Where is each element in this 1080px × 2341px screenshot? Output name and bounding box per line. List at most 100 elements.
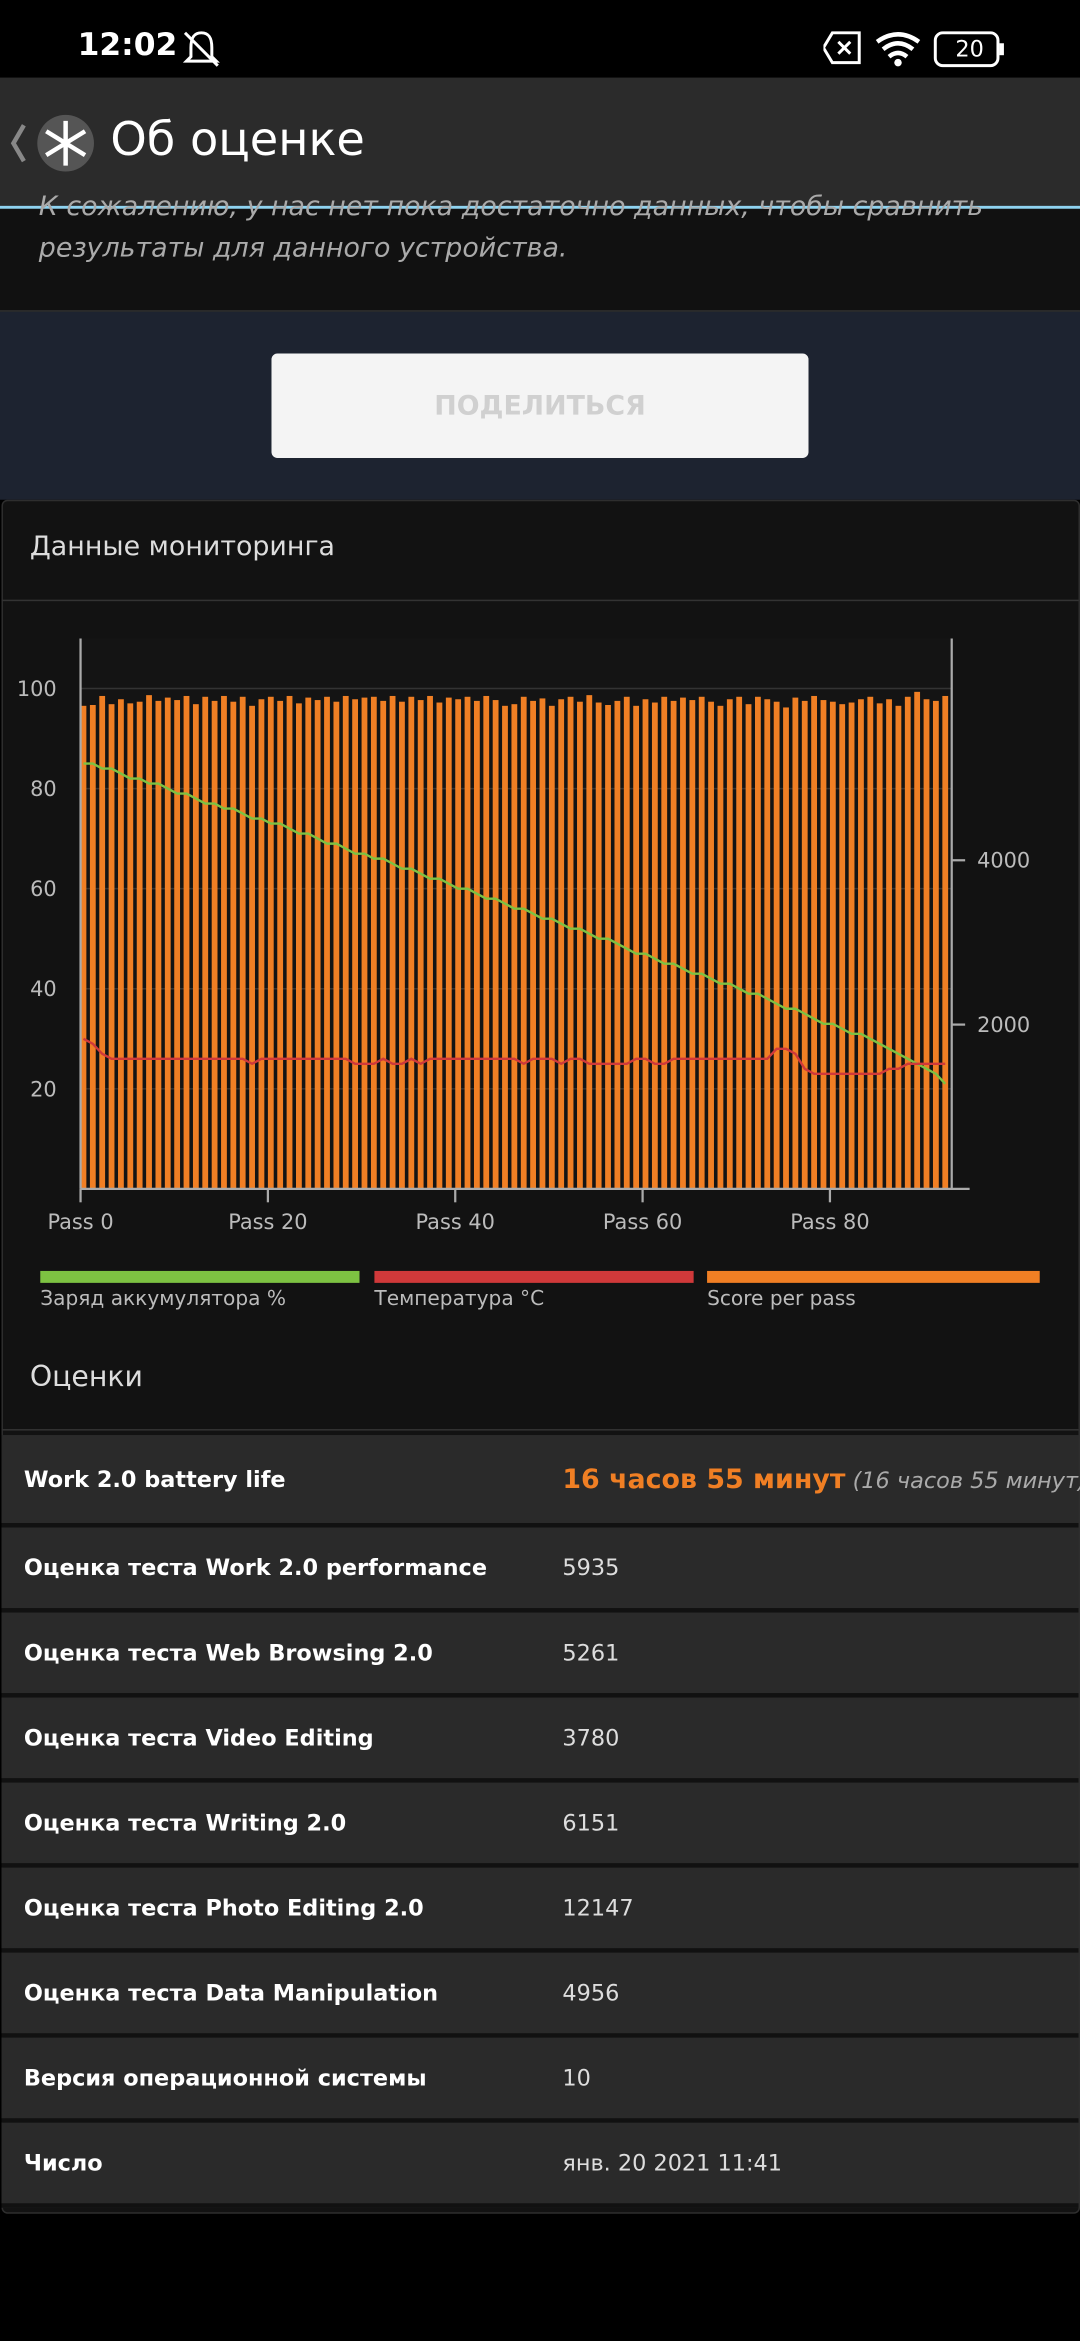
series-line <box>82 1037 946 1076</box>
score-bar <box>342 695 349 1189</box>
score-bar <box>427 695 433 1189</box>
score-bar <box>867 696 874 1189</box>
score-row: Число янв. 20 2021 11:41 <box>1 2122 1079 2208</box>
score-label: Оценка теста Video Editing <box>23 1724 374 1752</box>
battery-life: 16 часов 55 минут <box>562 1463 846 1495</box>
score-bar <box>380 700 387 1189</box>
score-bar <box>848 702 855 1189</box>
score-bar <box>530 700 536 1189</box>
legend-swatch <box>707 1270 1040 1283</box>
score-bar <box>174 700 181 1189</box>
score-bar <box>314 700 321 1189</box>
score-bar <box>577 701 583 1189</box>
y-tick-label: 80 <box>30 777 57 801</box>
score-bar <box>895 705 902 1189</box>
y-tick-label: 20 <box>30 1077 57 1101</box>
y-tick-label: 60 <box>30 877 57 901</box>
notice-text: результаты для данного устройства. <box>38 232 568 265</box>
score-label: Оценка теста Web Browsing 2.0 <box>23 1639 433 1667</box>
score-bar <box>473 700 480 1189</box>
score-bar <box>820 700 827 1189</box>
notice-text: К сожалению, у нас нет пока достаточно д… <box>38 190 984 223</box>
score-bar <box>642 699 649 1189</box>
score-bar <box>155 700 162 1189</box>
score-bar <box>399 701 405 1189</box>
x-tick-label: Pass 80 <box>790 1210 869 1234</box>
separator <box>1 1429 1079 1431</box>
score-bar <box>492 700 499 1189</box>
score-bar <box>352 699 359 1189</box>
score-bar <box>146 695 152 1189</box>
score-bar <box>661 696 668 1189</box>
score-bar <box>829 701 836 1189</box>
score-bar <box>417 700 424 1189</box>
status-icons: 20 <box>823 31 1004 68</box>
score-bar <box>99 695 106 1189</box>
score-bar <box>455 699 462 1189</box>
app-bar: Об оценке <box>0 77 1080 209</box>
score-bar <box>651 702 658 1189</box>
score-bar <box>539 698 546 1189</box>
score-label: Оценка теста Data Manipulation <box>23 1979 439 2007</box>
x-tick-label: Pass 20 <box>228 1210 307 1234</box>
back-button[interactable] <box>6 113 98 179</box>
score-bar <box>389 695 396 1189</box>
score-bar <box>164 697 171 1189</box>
score-bar <box>605 704 611 1189</box>
score-bar <box>764 699 771 1189</box>
score-bar <box>324 696 330 1189</box>
score-bar <box>249 705 255 1189</box>
score-bar <box>108 704 115 1189</box>
separator <box>1 599 1079 602</box>
score-label: Версия операционной системы <box>23 2064 427 2092</box>
score-bar <box>680 697 686 1189</box>
score-label: Оценка теста Work 2.0 performance <box>23 1554 487 1582</box>
score-bar <box>886 699 892 1189</box>
score-bar <box>286 695 293 1189</box>
score-bar <box>932 700 939 1189</box>
monitoring-chart: 20 40 60 80 100 2000 4000 Pass 0 Pass 20 Pass 40 P… <box>17 638 1040 1310</box>
score-bar <box>876 703 883 1189</box>
score-bar <box>858 699 864 1189</box>
score-bar <box>370 696 377 1189</box>
score-bar <box>333 701 340 1189</box>
score-bar <box>623 696 630 1189</box>
y2-tick-label: 4000 <box>977 849 1030 873</box>
score-bar <box>792 697 799 1189</box>
battery-life-detail: (16 часов 55 минут) <box>852 1466 1080 1494</box>
score-bar <box>483 695 490 1189</box>
score-bar <box>811 695 818 1189</box>
score-bar <box>511 704 518 1189</box>
score-label: Work 2.0 battery life <box>23 1465 286 1493</box>
score-bar <box>305 697 312 1189</box>
battery-level: 20 <box>955 37 983 63</box>
score-bar <box>202 696 209 1189</box>
score-bar <box>136 701 143 1189</box>
x-tick-label: Pass 0 <box>47 1210 113 1234</box>
score-value: 16 часов 55 минут (16 часов 55 минут) <box>562 1463 1080 1494</box>
legend-label: Score per pass <box>707 1286 856 1310</box>
scores-table: Work 2.0 battery life 16 часов 55 минут (… <box>1 1435 1080 2208</box>
series-line <box>83 762 947 1085</box>
score-value: 6151 <box>562 1809 620 1837</box>
clock: 12:02 <box>77 26 178 63</box>
score-bar <box>839 704 846 1189</box>
score-bar <box>942 695 949 1189</box>
score-value: 5935 <box>562 1554 620 1582</box>
score-bar <box>221 695 227 1189</box>
score-label: Оценка теста Writing 2.0 <box>23 1809 347 1837</box>
score-value: 12147 <box>562 1894 634 1922</box>
x-tick-label: Pass 60 <box>603 1210 682 1234</box>
score-row: Оценка теста Writing 2.0 6151 <box>1 1782 1079 1868</box>
legend-swatch <box>40 1270 360 1283</box>
score-bar <box>923 699 930 1189</box>
share-button[interactable]: ПОДЕЛИТЬСЯ <box>271 353 809 458</box>
screen-title: Об оценке <box>110 113 365 168</box>
score-bar <box>689 700 696 1189</box>
score-bar <box>754 696 761 1189</box>
score-bar <box>296 703 302 1189</box>
score-bar <box>558 699 565 1189</box>
y2-tick-label: 2000 <box>977 1013 1030 1037</box>
y-tick-label: 100 <box>17 677 57 701</box>
score-bar <box>783 707 789 1189</box>
